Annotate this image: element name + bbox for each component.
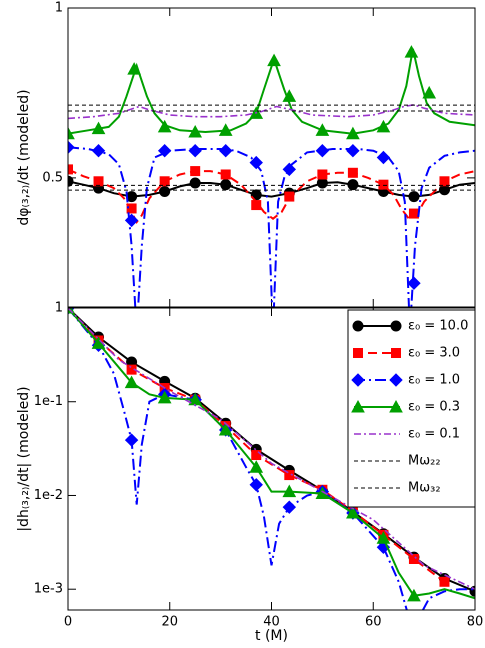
marker [346, 143, 360, 158]
y-tick-label: 1 [55, 1, 63, 16]
legend-label: ε₀ = 0.1 [408, 427, 460, 442]
y-tick-label: 0.5 [42, 170, 63, 185]
marker [127, 62, 141, 75]
marker [91, 143, 106, 158]
marker [315, 123, 330, 136]
series-line [68, 103, 475, 120]
marker [91, 121, 106, 135]
plot-area [68, 308, 475, 610]
legend-marker [390, 320, 402, 332]
marker [188, 143, 202, 158]
marker [249, 460, 264, 473]
marker [188, 124, 203, 138]
marker [422, 85, 437, 99]
marker [315, 143, 330, 158]
legend-label: Mω₂₂ [408, 454, 441, 469]
marker [284, 191, 295, 202]
marker [282, 500, 297, 514]
marker [317, 169, 328, 180]
x-tick-label: 60 [365, 615, 382, 630]
series-line [68, 308, 475, 590]
marker [159, 185, 171, 197]
y-tick-label: 1e-3 [34, 582, 63, 597]
marker [68, 126, 75, 140]
marker [376, 531, 391, 544]
plot-area [68, 45, 475, 307]
series-line [68, 146, 475, 307]
legend-label: Mω₃₂ [408, 481, 441, 496]
marker [189, 177, 201, 189]
marker [249, 478, 263, 492]
legend-label: ε₀ = 1.0 [408, 373, 460, 388]
marker [218, 422, 233, 436]
marker [220, 179, 232, 191]
y-tick-label: 1 [55, 301, 63, 316]
legend-label: ε₀ = 3.0 [408, 346, 460, 361]
x-tick-label: 40 [263, 615, 280, 630]
marker [376, 150, 391, 165]
marker [190, 166, 201, 177]
marker [250, 189, 262, 201]
series-line [68, 308, 475, 610]
marker [220, 169, 231, 180]
marker [126, 203, 137, 214]
marker [282, 484, 297, 498]
marker [249, 155, 263, 170]
marker [68, 164, 73, 175]
marker [124, 213, 139, 228]
marker [408, 554, 419, 565]
legend-label: ε₀ = 10.0 [408, 319, 468, 334]
marker [346, 505, 360, 519]
legend-marker [391, 348, 401, 358]
marker [124, 375, 139, 389]
plot-frame [67, 7, 476, 308]
y-axis-label: |dh₍₃,₂₎/dt| (modeled) [16, 386, 32, 531]
y-tick-label: 1e-2 [34, 488, 63, 503]
marker [282, 89, 297, 102]
marker [267, 53, 281, 67]
marker [404, 45, 419, 58]
marker [68, 140, 75, 155]
y-tick-label: 1e-1 [34, 394, 63, 409]
marker [284, 470, 295, 481]
legend-marker [351, 373, 365, 387]
marker [376, 119, 391, 133]
marker [68, 175, 74, 187]
marker [378, 179, 389, 190]
marker [408, 208, 419, 219]
marker [439, 576, 450, 587]
marker [124, 433, 139, 447]
marker [157, 119, 172, 133]
marker [157, 390, 172, 404]
legend-marker [389, 373, 403, 387]
x-axis-label: t (M) [255, 628, 288, 644]
x-tick-label: 0 [64, 615, 72, 630]
legend-marker [389, 399, 403, 413]
marker [347, 167, 358, 178]
legend-marker [351, 399, 365, 413]
y-axis-label: dφ₍₃,₂₎/dt (modeled) [16, 89, 32, 225]
marker [346, 126, 360, 140]
series-line [68, 308, 475, 593]
marker [282, 162, 297, 177]
marker [219, 143, 233, 158]
marker [159, 176, 170, 187]
marker [408, 191, 420, 203]
marker [93, 176, 104, 187]
legend-box [347, 309, 476, 508]
marker [251, 200, 262, 211]
marker [407, 276, 421, 290]
legend-label: ε₀ = 0.3 [408, 400, 460, 415]
legend-marker [352, 320, 364, 332]
marker [439, 176, 450, 187]
marker [157, 143, 172, 158]
legend-marker [353, 348, 363, 358]
marker [407, 588, 421, 602]
marker [218, 123, 233, 136]
marker [347, 179, 359, 191]
x-tick-label: 20 [161, 615, 178, 630]
x-tick-label: 80 [467, 615, 484, 630]
